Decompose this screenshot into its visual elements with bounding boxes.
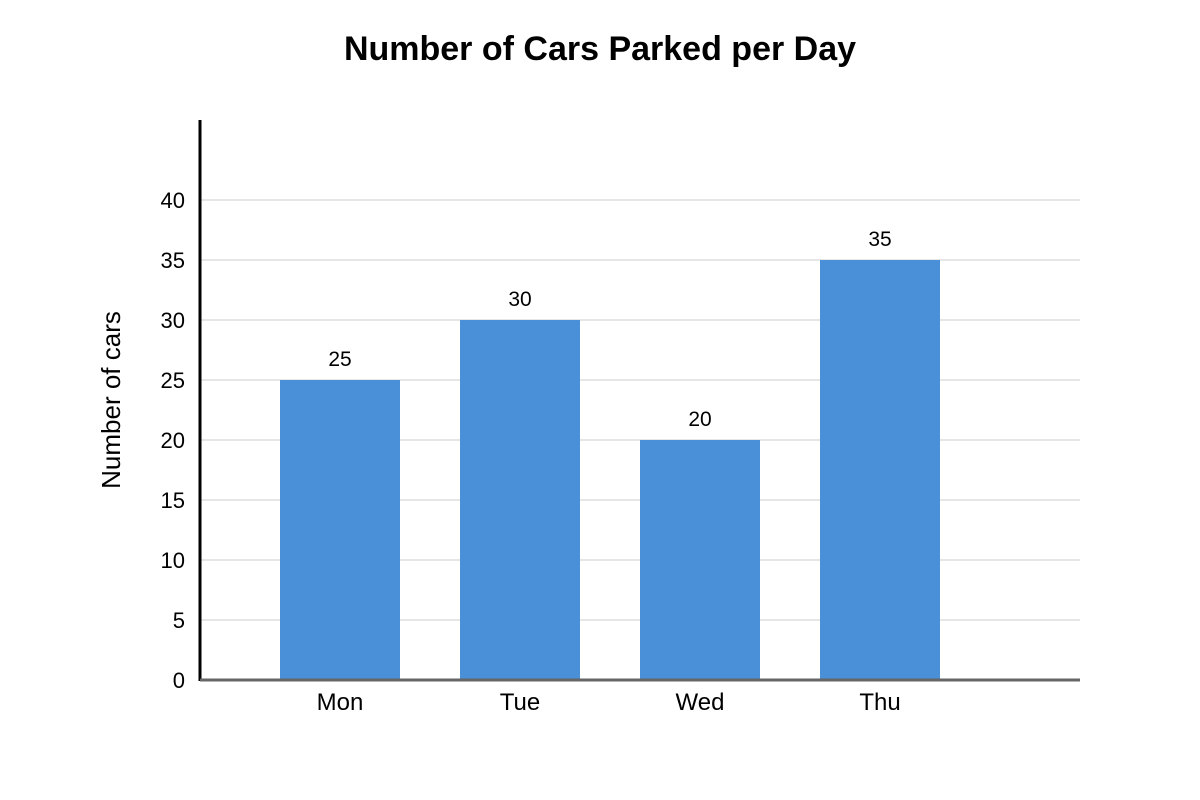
y-axis-label: Number of cars bbox=[96, 311, 126, 489]
data-label: 35 bbox=[868, 228, 891, 251]
y-tick-label: 0 bbox=[173, 668, 185, 693]
data-label: 25 bbox=[328, 348, 351, 371]
data-label: 20 bbox=[688, 408, 711, 431]
x-tick-label: Wed bbox=[676, 689, 725, 716]
y-tick-label: 5 bbox=[173, 608, 185, 633]
data-labels: 25 30 20 35 bbox=[328, 228, 891, 431]
x-tick-labels: Mon Tue Wed Thu bbox=[317, 689, 901, 716]
y-tick-labels: 0 5 10 15 20 25 30 35 40 bbox=[161, 188, 185, 693]
y-tick-label: 35 bbox=[161, 248, 185, 273]
bars bbox=[280, 260, 940, 680]
axes bbox=[198, 120, 1080, 682]
bar-mon bbox=[280, 380, 400, 680]
bar-thu bbox=[820, 260, 940, 680]
y-tick-label: 25 bbox=[161, 368, 185, 393]
data-label: 30 bbox=[508, 288, 531, 311]
y-tick-label: 15 bbox=[161, 488, 185, 513]
bar-tue bbox=[460, 320, 580, 680]
y-tick-label: 30 bbox=[161, 308, 185, 333]
y-tick-label: 10 bbox=[161, 548, 185, 573]
chart-title: Number of Cars Parked per Day bbox=[344, 30, 856, 68]
y-tick-label: 40 bbox=[161, 188, 185, 213]
y-tick-label: 20 bbox=[161, 428, 185, 453]
bar-wed bbox=[640, 440, 760, 680]
x-tick-label: Thu bbox=[859, 689, 900, 716]
x-tick-label: Mon bbox=[317, 689, 364, 716]
x-tick-label: Tue bbox=[500, 689, 540, 716]
